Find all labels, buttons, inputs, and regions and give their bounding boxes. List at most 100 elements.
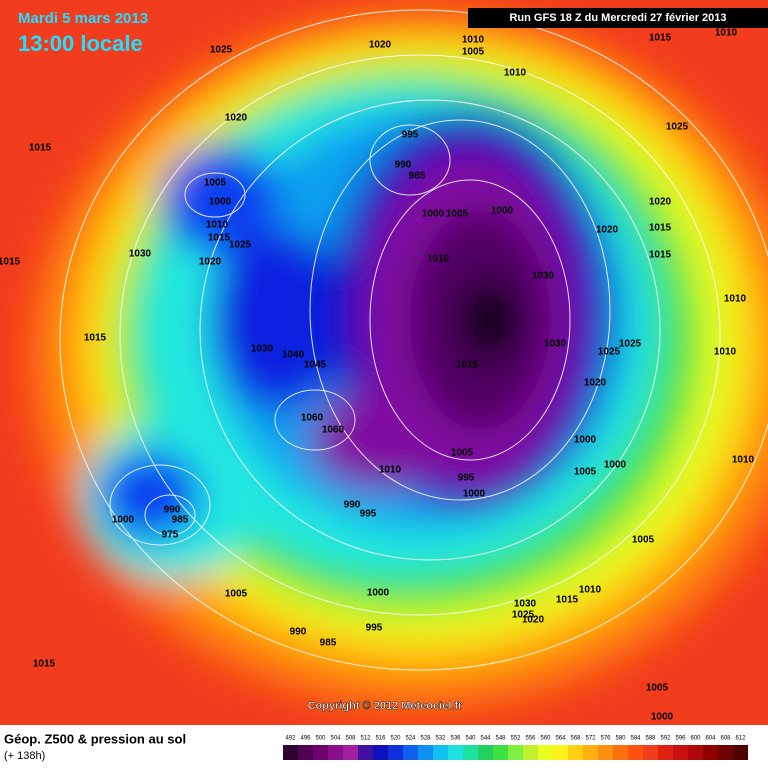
isobar-label: 1005: [646, 683, 669, 694]
scale-swatch: [478, 745, 493, 760]
scale-label: 604: [705, 736, 716, 742]
scale-swatch: [448, 745, 463, 760]
isobar-label: 1020: [596, 225, 619, 236]
scale-swatch: [328, 745, 343, 760]
isobar-label: 1000: [367, 588, 390, 599]
isobar-label: 1005: [462, 47, 485, 58]
map-field: [0, 0, 768, 725]
scale-swatch: [313, 745, 328, 760]
isobar-label: 1045: [304, 360, 327, 371]
scale-swatch: [388, 745, 403, 760]
isobar-label: 1010: [579, 585, 602, 596]
scale-label: 512: [360, 736, 371, 742]
scale-swatch: [598, 745, 613, 760]
isobar-label: 1010: [714, 347, 737, 358]
isobar-label: 1010: [427, 254, 450, 265]
isobar-label: 1015: [208, 233, 231, 244]
copyright: Copyright © 2012 Meteociel.fr: [308, 700, 464, 712]
isobar-label: 1000: [604, 460, 627, 471]
scale-swatch: [553, 745, 568, 760]
scale-label: 544: [480, 736, 491, 742]
isobar-label: 1005: [204, 178, 227, 189]
scale-label: 612: [735, 736, 746, 742]
isobar-label: 1010: [504, 68, 527, 79]
scale-label: 592: [660, 736, 671, 742]
isobar-label: 995: [366, 623, 383, 634]
isobar-label: 1015: [29, 143, 52, 154]
run-box: [468, 8, 768, 28]
isobar-label: 1020: [522, 615, 545, 626]
isobar-label: 1010: [462, 35, 485, 46]
isobar-label: 990: [290, 627, 307, 638]
scale-label: 520: [390, 736, 401, 742]
isobar-label: 1015: [84, 333, 107, 344]
isobar-label: 1030: [129, 249, 152, 260]
isobar-label: 1015: [649, 250, 672, 261]
scale-swatch: [583, 745, 598, 760]
scale-label: 508: [345, 736, 356, 742]
scale-label: 504: [330, 736, 341, 742]
isobar-label: 1060: [301, 413, 324, 424]
scale-swatch: [418, 745, 433, 760]
scale-swatch: [373, 745, 388, 760]
scale-swatch: [733, 745, 748, 760]
scale-swatch: [568, 745, 583, 760]
isobar-label: 1015: [649, 223, 672, 234]
scale-label: 600: [690, 736, 701, 742]
isobar-label: 1025: [210, 45, 233, 56]
scale-label: 580: [615, 736, 626, 742]
isobar-label: 990: [164, 505, 181, 516]
isobar-label: 1030: [514, 599, 537, 610]
scale-swatch: [523, 745, 538, 760]
scale-label: 596: [675, 736, 686, 742]
isobar-label: 985: [320, 638, 337, 649]
isobar-label: 1015: [0, 257, 21, 268]
isobar-label: 1025: [229, 240, 252, 251]
scale-swatch: [613, 745, 628, 760]
isobar-label: 995: [458, 473, 475, 484]
isobar-label: 1000: [422, 209, 445, 220]
scale-swatch: [463, 745, 478, 760]
isobar-label: 1015: [649, 33, 672, 44]
scale-swatch: [688, 745, 703, 760]
scale-label: 584: [630, 736, 641, 742]
isobars: [59, 9, 768, 671]
isobar-label: 1030: [532, 271, 555, 282]
scale-swatch: [343, 745, 358, 760]
isobar-label: 1005: [446, 209, 469, 220]
isobar-label: 1010: [206, 220, 229, 231]
scale-label: 560: [540, 736, 551, 742]
isobar-label: 1040: [282, 350, 305, 361]
scale-swatch: [358, 745, 373, 760]
scale-label: 500: [315, 736, 326, 742]
isobar-label: 1000: [574, 435, 597, 446]
local-time: 13:00 locale: [18, 31, 143, 56]
isobar-label: 1020: [225, 113, 248, 124]
scale-label: 552: [510, 736, 521, 742]
scale-label: 540: [465, 736, 476, 742]
isobar-label: 1000: [651, 712, 674, 723]
isobar-label: 1025: [666, 122, 689, 133]
scale-swatch: [508, 745, 523, 760]
scale-swatch: [283, 745, 298, 760]
isobar-label: 985: [172, 515, 189, 526]
scale-swatch: [673, 745, 688, 760]
scale-label: 588: [645, 736, 656, 742]
scale-label: 576: [600, 736, 611, 742]
isobar-label: 1015: [456, 360, 479, 371]
scale-swatch: [298, 745, 313, 760]
isobar-label: 975: [162, 530, 179, 541]
isobar-label: 1025: [512, 610, 535, 621]
isobar-label: 1015: [556, 595, 579, 606]
isobar-label: 995: [402, 130, 419, 141]
isobar-label: 1005: [632, 535, 655, 546]
scale-swatch: [703, 745, 718, 760]
isobar-label: 1015: [33, 659, 56, 670]
isobar-label: 1000: [112, 515, 135, 526]
isobar-label: 1000: [463, 489, 486, 500]
scale-label: 516: [375, 736, 386, 742]
isobar-label: 985: [409, 171, 426, 182]
scale-swatch: [643, 745, 658, 760]
scale-swatch: [493, 745, 508, 760]
